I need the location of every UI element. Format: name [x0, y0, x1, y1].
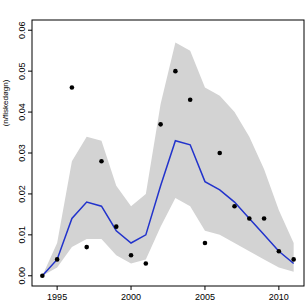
- confidence-band: [42, 43, 293, 276]
- y-tick-label: 0.03: [17, 144, 27, 162]
- y-tick: [28, 112, 32, 113]
- x-tick-label: 2010: [269, 292, 289, 302]
- point: [188, 98, 193, 103]
- y-tick: [28, 275, 32, 276]
- point: [84, 245, 89, 250]
- point: [158, 122, 163, 127]
- x-tick: [131, 286, 132, 290]
- y-tick-label: 0.02: [17, 185, 27, 203]
- y-axis-title: (n/fiskedøgn): [1, 79, 10, 126]
- y-tick-label: 0.04: [17, 103, 27, 121]
- point: [217, 151, 222, 156]
- y-tick-label: 0.00: [17, 267, 27, 285]
- x-tick-label: 2000: [121, 292, 141, 302]
- y-tick: [28, 193, 32, 194]
- point: [70, 85, 75, 90]
- point: [144, 261, 149, 266]
- point: [247, 216, 252, 221]
- y-tick: [28, 234, 32, 235]
- plot-area: [40, 43, 296, 279]
- point: [129, 253, 134, 258]
- point: [114, 224, 119, 229]
- y-tick: [28, 153, 32, 154]
- point: [291, 257, 296, 262]
- y-tick: [28, 71, 32, 72]
- trend-line: [42, 141, 293, 276]
- point: [40, 273, 45, 278]
- point: [99, 159, 104, 164]
- x-tick-label: 2005: [195, 292, 215, 302]
- x-tick: [57, 286, 58, 290]
- y-tick-label: 0.01: [17, 226, 27, 244]
- point: [262, 216, 267, 221]
- y-tick: [28, 30, 32, 31]
- point: [55, 257, 60, 262]
- point: [277, 249, 282, 254]
- x-tick: [278, 286, 279, 290]
- x-tick-label: 1995: [47, 292, 67, 302]
- point: [203, 241, 208, 246]
- chart: 0.00 0.01 0.02 0.03 0.04 0.05 0.06 1995 2000 2005…: [0, 0, 308, 308]
- y-tick-label: 0.06: [17, 21, 27, 39]
- point: [232, 204, 237, 209]
- y-tick-label: 0.05: [17, 62, 27, 80]
- point: [173, 69, 178, 74]
- x-tick: [204, 286, 205, 290]
- plot-frame: [32, 20, 304, 286]
